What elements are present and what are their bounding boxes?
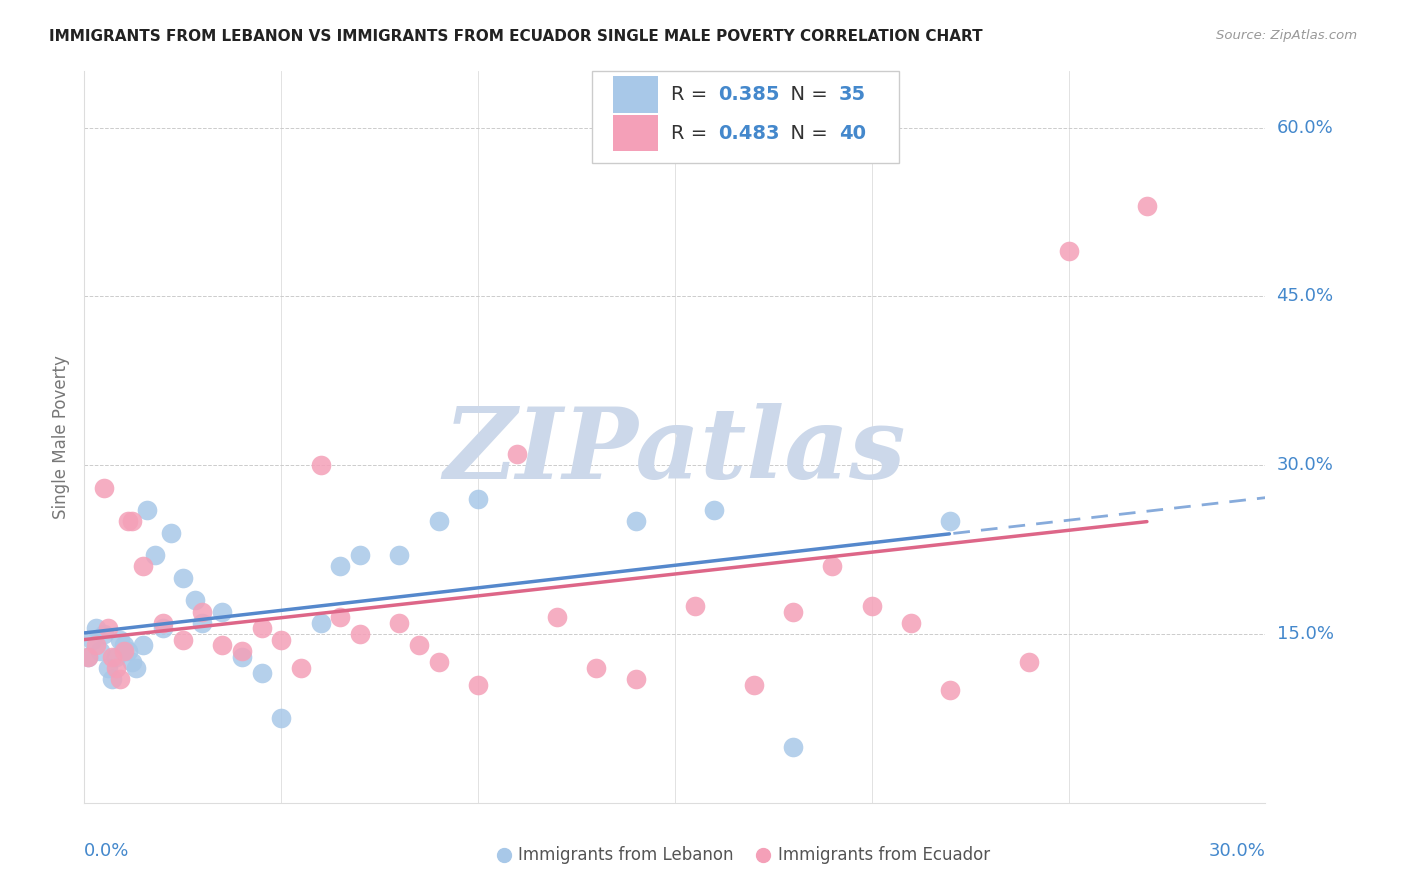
- Point: [191, 615, 214, 630]
- Point: [506, 447, 529, 461]
- Point: [136, 503, 159, 517]
- Point: [104, 649, 127, 664]
- Text: Immigrants from Ecuador: Immigrants from Ecuador: [778, 847, 990, 864]
- FancyBboxPatch shape: [592, 71, 900, 163]
- Point: [183, 593, 205, 607]
- Point: [546, 610, 568, 624]
- Point: [101, 649, 124, 664]
- Point: [408, 638, 430, 652]
- Point: [467, 678, 489, 692]
- Text: 30.0%: 30.0%: [1209, 842, 1265, 860]
- Point: [97, 621, 120, 635]
- Point: [742, 678, 765, 692]
- FancyBboxPatch shape: [613, 115, 658, 152]
- Point: [388, 615, 411, 630]
- Point: [624, 515, 647, 529]
- Point: [250, 666, 273, 681]
- Point: [124, 661, 146, 675]
- Point: [93, 627, 115, 641]
- Point: [132, 638, 155, 652]
- Text: N =: N =: [778, 85, 834, 104]
- Point: [231, 649, 253, 664]
- Text: 30.0%: 30.0%: [1277, 456, 1333, 475]
- Point: [101, 672, 124, 686]
- Point: [117, 515, 139, 529]
- Point: [388, 548, 411, 562]
- Point: [329, 610, 352, 624]
- Point: [143, 548, 166, 562]
- Point: [211, 638, 233, 652]
- Point: [270, 632, 292, 647]
- Point: [89, 644, 111, 658]
- Point: [112, 638, 135, 652]
- Point: [270, 711, 292, 725]
- Point: [860, 599, 883, 613]
- Point: [108, 672, 131, 686]
- Point: [104, 661, 127, 675]
- Point: [117, 644, 139, 658]
- Point: [160, 525, 183, 540]
- Point: [329, 559, 352, 574]
- Text: R =: R =: [671, 124, 714, 143]
- Text: 0.483: 0.483: [718, 124, 780, 143]
- Point: [121, 655, 143, 669]
- Point: [1057, 244, 1080, 259]
- Point: [683, 599, 706, 613]
- Point: [93, 481, 115, 495]
- Text: Source: ZipAtlas.com: Source: ZipAtlas.com: [1216, 29, 1357, 42]
- Point: [467, 491, 489, 506]
- Point: [624, 672, 647, 686]
- Text: 60.0%: 60.0%: [1277, 119, 1333, 136]
- Point: [349, 548, 371, 562]
- Point: [172, 571, 194, 585]
- Text: 0.385: 0.385: [718, 85, 780, 104]
- Point: [939, 683, 962, 698]
- Point: [1136, 199, 1159, 213]
- Text: N =: N =: [778, 124, 834, 143]
- Point: [290, 661, 312, 675]
- Point: [309, 458, 332, 473]
- Point: [782, 605, 804, 619]
- Text: ZIPatlas: ZIPatlas: [444, 403, 905, 500]
- Point: [782, 739, 804, 754]
- Text: IMMIGRANTS FROM LEBANON VS IMMIGRANTS FROM ECUADOR SINGLE MALE POVERTY CORRELATI: IMMIGRANTS FROM LEBANON VS IMMIGRANTS FR…: [49, 29, 983, 44]
- Point: [84, 638, 107, 652]
- Text: Immigrants from Lebanon: Immigrants from Lebanon: [517, 847, 734, 864]
- Point: [77, 649, 100, 664]
- Point: [97, 661, 120, 675]
- Point: [309, 615, 332, 630]
- FancyBboxPatch shape: [613, 76, 658, 112]
- Point: [349, 627, 371, 641]
- Point: [191, 605, 214, 619]
- Y-axis label: Single Male Poverty: Single Male Poverty: [52, 355, 70, 519]
- Text: 35: 35: [839, 85, 866, 104]
- Point: [900, 615, 922, 630]
- Point: [152, 615, 174, 630]
- Point: [172, 632, 194, 647]
- Point: [427, 655, 450, 669]
- Point: [84, 621, 107, 635]
- Point: [77, 649, 100, 664]
- Text: 40: 40: [839, 124, 866, 143]
- Text: R =: R =: [671, 85, 714, 104]
- Point: [427, 515, 450, 529]
- Point: [585, 661, 607, 675]
- Point: [1018, 655, 1040, 669]
- Point: [939, 515, 962, 529]
- Point: [108, 632, 131, 647]
- Point: [82, 632, 104, 647]
- Text: 0.0%: 0.0%: [84, 842, 129, 860]
- Point: [132, 559, 155, 574]
- Text: 45.0%: 45.0%: [1277, 287, 1334, 305]
- Point: [121, 515, 143, 529]
- Text: 15.0%: 15.0%: [1277, 625, 1333, 643]
- Point: [211, 605, 233, 619]
- Point: [231, 644, 253, 658]
- Point: [152, 621, 174, 635]
- Point: [112, 644, 135, 658]
- Point: [703, 503, 725, 517]
- Point: [821, 559, 844, 574]
- Point: [250, 621, 273, 635]
